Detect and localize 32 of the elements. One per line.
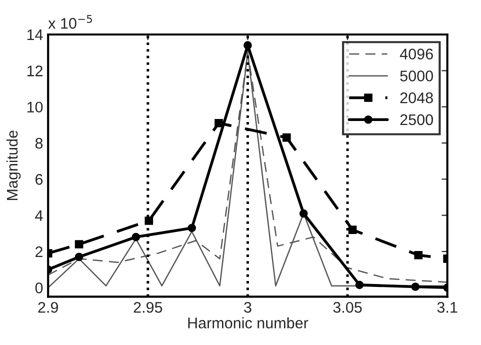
- y-tick-label: 8: [35, 138, 43, 149]
- x-tick-label: 2.95: [134, 302, 162, 313]
- x-tick-label: 3: [244, 302, 252, 313]
- legend-label: 2048: [400, 92, 433, 104]
- y-axis-title: Magnitude: [6, 130, 21, 200]
- point: [414, 250, 423, 260]
- y-tick-label: 6: [36, 174, 43, 185]
- legend-label: 5000: [400, 70, 433, 82]
- point: [214, 118, 223, 128]
- x-tick-label: 3.1: [437, 302, 458, 313]
- y-tick-label: 2: [36, 246, 42, 258]
- x-axis-title: Harmonic number: [188, 317, 308, 328]
- y-tick-label: 10: [27, 102, 43, 113]
- point: [282, 133, 291, 142]
- point: [74, 252, 84, 262]
- y-tick-label: 4: [35, 210, 43, 221]
- point: [411, 282, 420, 291]
- y-tick-label: 0: [35, 282, 43, 294]
- point: [144, 216, 154, 225]
- point: [299, 209, 308, 218]
- point: [348, 226, 357, 234]
- x-tick-label: 2.9: [38, 302, 58, 313]
- point: [132, 232, 140, 242]
- legend-label: 2500: [400, 114, 433, 126]
- point: [355, 280, 364, 290]
- text: x 10$^{−5}$: [48, 14, 92, 29]
- x-tick-label: 3.05: [333, 302, 362, 313]
- y-tick-label: 12: [27, 66, 42, 76]
- legend-label: 4096: [400, 48, 433, 60]
- point: [74, 240, 84, 248]
- point: [188, 224, 196, 232]
- y-tick-label: 14: [27, 30, 43, 40]
